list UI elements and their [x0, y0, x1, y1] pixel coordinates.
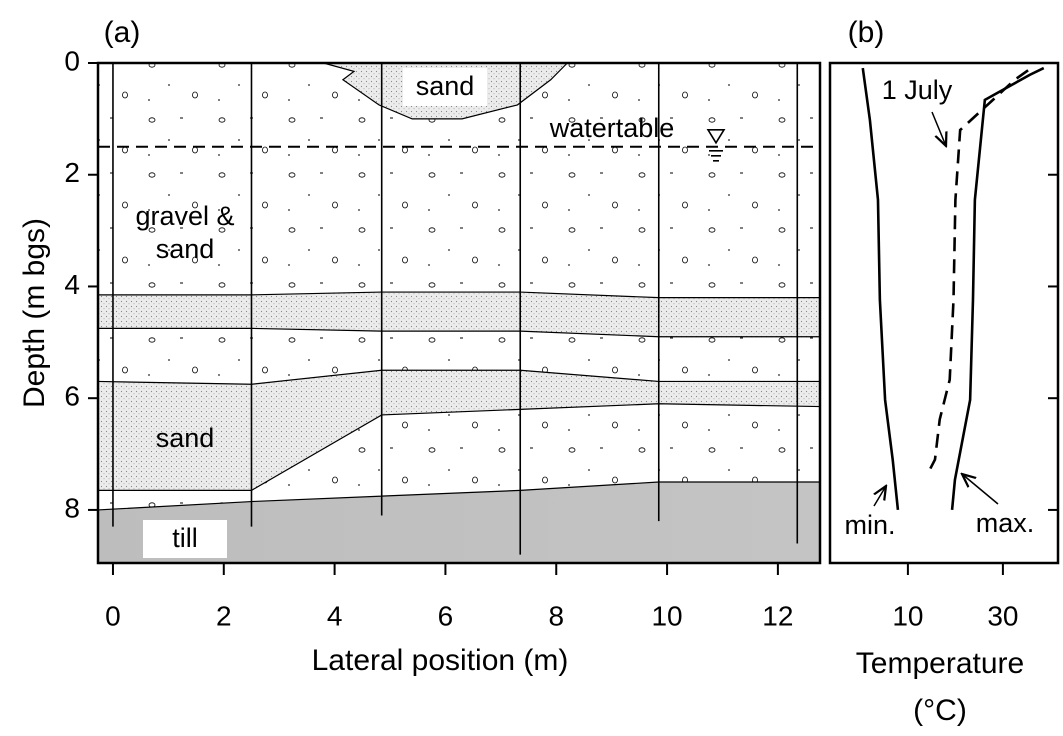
- x-tick-label: 12: [762, 600, 793, 631]
- x-tick-label: 10: [651, 600, 682, 631]
- layer-boundary: [98, 291, 820, 299]
- layer-sand: [98, 292, 820, 337]
- layer-label: sand: [156, 423, 215, 453]
- y-tick-label: 0: [64, 45, 80, 76]
- x-axis-label: (°C): [913, 694, 967, 727]
- layer-label: till: [172, 523, 198, 553]
- layer-label: gravel &: [135, 201, 234, 231]
- plot-frame: [828, 61, 1060, 565]
- plot-frame: [96, 61, 822, 565]
- layer-boundary: [323, 62, 568, 120]
- label-box: [143, 520, 227, 558]
- label-box: [403, 68, 487, 106]
- y-tick-label: 8: [64, 492, 80, 523]
- panel-b: min. 1 July max. 10 30 Temperature (°C) (b): [828, 16, 1060, 727]
- watertable-symbol: [706, 128, 726, 162]
- layer-label: sand: [156, 234, 215, 264]
- x-axis-label: Lateral position (m): [312, 644, 569, 677]
- layer-label: watertable: [549, 113, 675, 143]
- series-annotation: min.: [844, 510, 895, 540]
- panel-label: (b): [848, 16, 885, 49]
- layer-boundary: [98, 327, 820, 338]
- layer-label: sand: [416, 71, 475, 101]
- temperature-line: [861, 67, 900, 511]
- annotation-arrow: [931, 111, 946, 146]
- layer-boundary: [97, 369, 820, 385]
- y-tick-label: 2: [64, 157, 80, 188]
- x-tick-label: 30: [987, 600, 1018, 631]
- annotation-arrow: [874, 486, 886, 507]
- x-tick-label: 8: [548, 600, 564, 631]
- y-axis-label: Depth (m bgs): [18, 218, 51, 408]
- layer-sand: [98, 370, 820, 491]
- series-annotation: max.: [976, 508, 1035, 538]
- y-tick-label: 4: [64, 269, 80, 300]
- annotation-arrow: [962, 474, 999, 505]
- temperature-line: [950, 66, 1045, 511]
- x-tick-label: 0: [105, 600, 121, 631]
- temperature-line: [928, 69, 1029, 471]
- x-tick-label: 6: [438, 600, 454, 631]
- x-tick-label: 4: [327, 600, 343, 631]
- layer-boundary: [98, 403, 821, 491]
- x-tick-label: 10: [892, 600, 923, 631]
- panel-label: (a): [104, 16, 141, 49]
- series-annotation: 1 July: [882, 75, 953, 105]
- x-axis-label: Temperature: [856, 647, 1024, 680]
- y-tick-label: 6: [64, 381, 80, 412]
- layer-till: [98, 481, 820, 563]
- x-tick-label: 2: [216, 600, 232, 631]
